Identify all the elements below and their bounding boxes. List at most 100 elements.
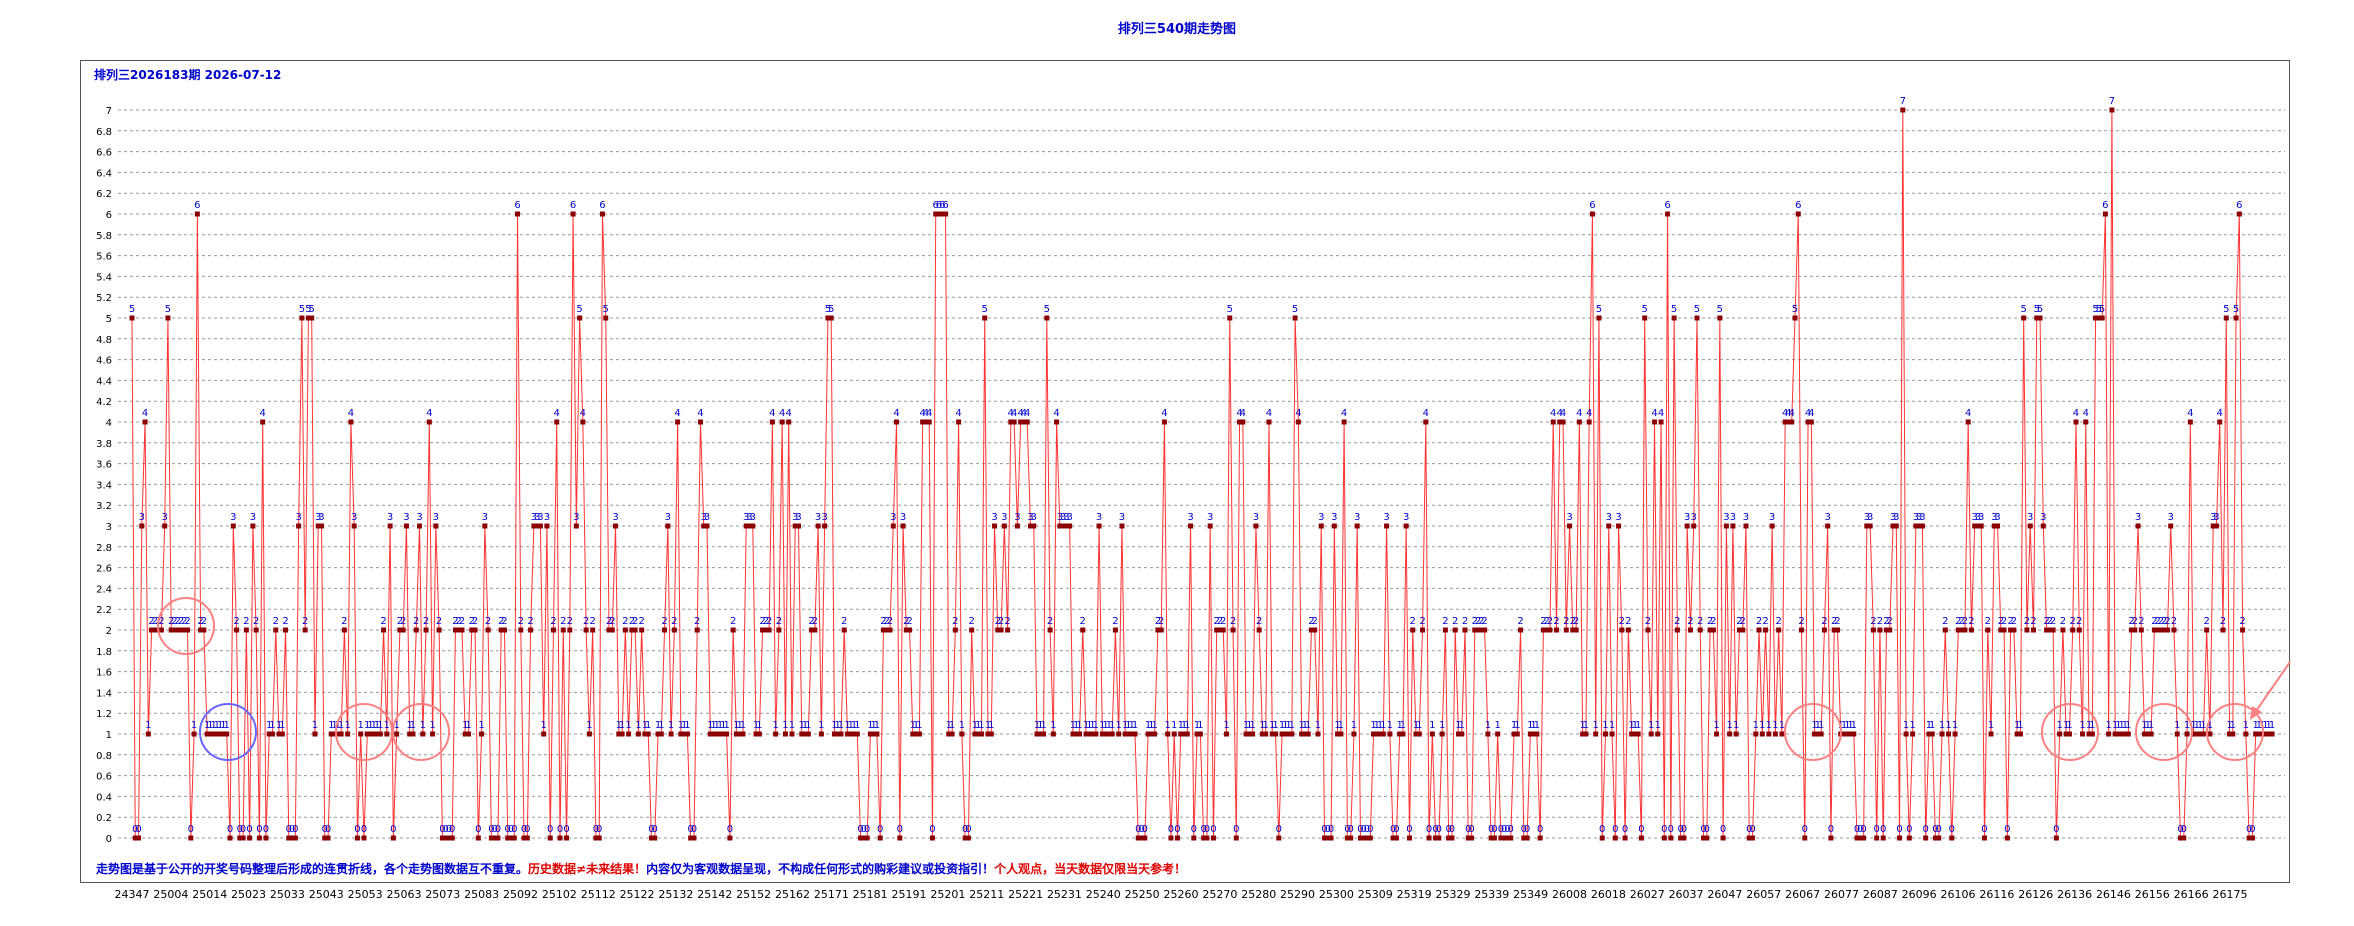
data-point bbox=[714, 731, 720, 737]
data-label: 0 bbox=[1465, 824, 1471, 835]
y-tick-label: 2.4 bbox=[96, 584, 112, 595]
data-label: 1 bbox=[616, 720, 622, 731]
data-label: 3 bbox=[544, 512, 550, 523]
data-point bbox=[916, 731, 922, 737]
data-point bbox=[635, 731, 641, 737]
data-point bbox=[1560, 419, 1566, 425]
data-point bbox=[168, 627, 174, 633]
data-point bbox=[1991, 523, 1997, 529]
data-point bbox=[926, 419, 932, 425]
data-point bbox=[1210, 835, 1216, 841]
data-point bbox=[2063, 731, 2069, 737]
x-tick-label: 25122 bbox=[620, 888, 655, 901]
data-point bbox=[900, 523, 906, 529]
data-point bbox=[1449, 835, 1455, 841]
data-point bbox=[671, 627, 677, 633]
data-label: 2 bbox=[763, 616, 769, 627]
data-label: 1 bbox=[1132, 720, 1138, 731]
data-label: 2 bbox=[456, 616, 462, 627]
data-label: 2 bbox=[452, 616, 458, 627]
data-point bbox=[1710, 627, 1716, 633]
data-point bbox=[1913, 523, 1919, 529]
data-point bbox=[609, 627, 615, 633]
data-point bbox=[1723, 523, 1729, 529]
data-label: 0 bbox=[1537, 824, 1543, 835]
data-point bbox=[1635, 731, 1641, 737]
data-point bbox=[1341, 419, 1347, 425]
data-point bbox=[2047, 627, 2053, 633]
data-label: 2 bbox=[609, 616, 615, 627]
data-point bbox=[1923, 835, 1929, 841]
data-point bbox=[1743, 523, 1749, 529]
data-label: 3 bbox=[161, 512, 167, 523]
data-label: 4 bbox=[1011, 408, 1017, 419]
disclaimer: 走势图是基于公开的开奖号码整理后形成的连贯折线，各个走势图数据互不重复。历史数据… bbox=[96, 860, 1186, 877]
data-point bbox=[1537, 835, 1543, 841]
data-point bbox=[1733, 731, 1739, 737]
data-point bbox=[407, 731, 413, 737]
data-label: 2 bbox=[2001, 616, 2007, 627]
data-label: 5 bbox=[2096, 304, 2102, 315]
data-label: 2 bbox=[413, 616, 419, 627]
data-label: 5 bbox=[2099, 304, 2105, 315]
data-label: 5 bbox=[1227, 304, 1233, 315]
data-label: 2 bbox=[380, 616, 386, 627]
x-tick-label: 25004 bbox=[153, 888, 188, 901]
data-label: 3 bbox=[1769, 512, 1775, 523]
data-point bbox=[1668, 835, 1674, 841]
x-tick-label: 26106 bbox=[1941, 888, 1976, 901]
data-point bbox=[1416, 731, 1422, 737]
data-label: 1 bbox=[1102, 720, 1108, 731]
data-point bbox=[220, 731, 226, 737]
data-label: 2 bbox=[148, 616, 154, 627]
data-point bbox=[1511, 731, 1517, 737]
disclaimer-part3: 内容仅为客观数据呈现，不构成任何形式的购彩建议或投资指引！ bbox=[646, 862, 995, 876]
data-label: 2 bbox=[1475, 616, 1481, 627]
data-label: 2 bbox=[201, 616, 207, 627]
data-point bbox=[776, 627, 782, 633]
data-label: 4 bbox=[1782, 408, 1788, 419]
data-label: 1 bbox=[838, 720, 844, 731]
data-point bbox=[2236, 211, 2242, 217]
data-label: 3 bbox=[1867, 512, 1873, 523]
data-label: 5 bbox=[603, 304, 609, 315]
data-label: 1 bbox=[1530, 720, 1536, 731]
data-point bbox=[782, 731, 788, 737]
data-label: 3 bbox=[1001, 512, 1007, 523]
data-label: 0 bbox=[1704, 824, 1710, 835]
y-tick-label: 2 bbox=[106, 626, 112, 637]
data-point bbox=[1067, 523, 1073, 529]
x-tick-label: 25309 bbox=[1358, 888, 1393, 901]
data-point bbox=[171, 627, 177, 633]
data-label: 1 bbox=[1070, 720, 1076, 731]
data-label: 2 bbox=[906, 616, 912, 627]
data-label: 2 bbox=[1308, 616, 1314, 627]
data-point bbox=[178, 627, 184, 633]
data-point bbox=[1910, 731, 1916, 737]
data-label: 1 bbox=[1037, 720, 1043, 731]
data-label: 1 bbox=[717, 720, 723, 731]
data-point bbox=[858, 835, 864, 841]
data-point bbox=[531, 523, 537, 529]
data-label: 1 bbox=[985, 720, 991, 731]
data-label: 0 bbox=[687, 824, 693, 835]
data-point bbox=[733, 731, 739, 737]
data-label: 1 bbox=[1282, 720, 1288, 731]
data-point bbox=[492, 835, 498, 841]
data-point bbox=[1482, 627, 1488, 633]
data-label: 1 bbox=[1455, 720, 1461, 731]
data-label: 1 bbox=[831, 720, 837, 731]
x-tick-label: 25221 bbox=[1008, 888, 1043, 901]
data-point bbox=[959, 731, 965, 737]
data-label: 0 bbox=[1168, 824, 1174, 835]
data-point bbox=[1044, 315, 1050, 321]
highlight-circle-red bbox=[392, 703, 450, 761]
data-label: 0 bbox=[2004, 824, 2010, 835]
data-label: 0 bbox=[1488, 824, 1494, 835]
data-label: 2 bbox=[2011, 616, 2017, 627]
x-tick-label: 25181 bbox=[853, 888, 888, 901]
data-point bbox=[2132, 627, 2138, 633]
data-point bbox=[1900, 107, 1906, 113]
data-point bbox=[704, 523, 710, 529]
data-label: 3 bbox=[1063, 512, 1069, 523]
